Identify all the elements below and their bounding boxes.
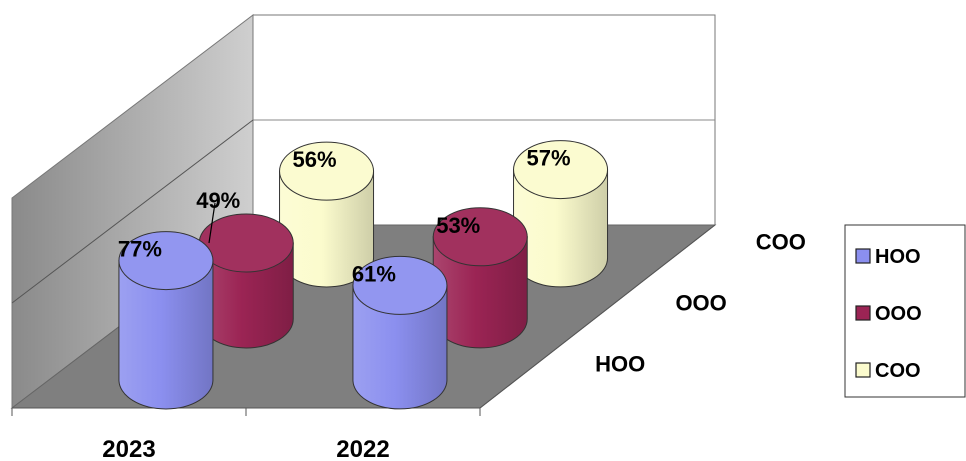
category-label: 2023 bbox=[102, 436, 155, 461]
legend-item: HOO bbox=[855, 246, 921, 268]
cylinder-body bbox=[352, 284, 448, 410]
legend-label: OOO bbox=[875, 303, 922, 325]
legend-item: OOO bbox=[855, 303, 922, 325]
cylinder-bar bbox=[118, 231, 214, 410]
data-label: 53% bbox=[436, 213, 480, 238]
cylinder-top bbox=[352, 255, 448, 315]
legend-swatch bbox=[855, 248, 871, 264]
legend-swatch bbox=[855, 305, 871, 321]
label-leader-line bbox=[208, 202, 216, 244]
data-label: 61% bbox=[352, 261, 396, 286]
category-label: 2022 bbox=[336, 436, 389, 461]
depth-label: COO bbox=[756, 230, 806, 255]
data-labels: 56% 57% 49% 53% 77% 61% bbox=[118, 146, 571, 287]
legend: HOO OOO COO bbox=[844, 224, 966, 398]
cylinder-top bbox=[513, 140, 609, 200]
cylinder-top bbox=[432, 207, 528, 267]
cylinder-bar bbox=[352, 255, 448, 410]
category-labels: 2023 2022 bbox=[102, 436, 389, 461]
data-label: 77% bbox=[118, 237, 162, 262]
cylinder-bar bbox=[279, 141, 375, 288]
cylinder-body bbox=[118, 260, 214, 410]
cylinder-bars bbox=[118, 140, 609, 410]
depth-label: HOO bbox=[595, 352, 645, 377]
depth-labels: HOO OOO COO bbox=[595, 230, 806, 377]
data-label: 49% bbox=[196, 188, 240, 213]
data-label: 57% bbox=[527, 146, 571, 171]
legend-label: HOO bbox=[875, 246, 921, 268]
cylinder-bar bbox=[432, 207, 528, 349]
cylinder-top bbox=[279, 141, 375, 201]
depth-axis-line bbox=[479, 224, 716, 409]
cylinder-bar bbox=[198, 213, 294, 349]
cylinder-bar bbox=[513, 140, 609, 288]
legend-label: COO bbox=[875, 360, 921, 382]
data-label: 56% bbox=[293, 147, 337, 172]
legend-item: COO bbox=[855, 360, 921, 382]
cylinder-top bbox=[118, 231, 214, 291]
side-gridline bbox=[11, 119, 254, 304]
legend-swatch bbox=[855, 362, 871, 378]
depth-label: OOO bbox=[675, 291, 726, 316]
